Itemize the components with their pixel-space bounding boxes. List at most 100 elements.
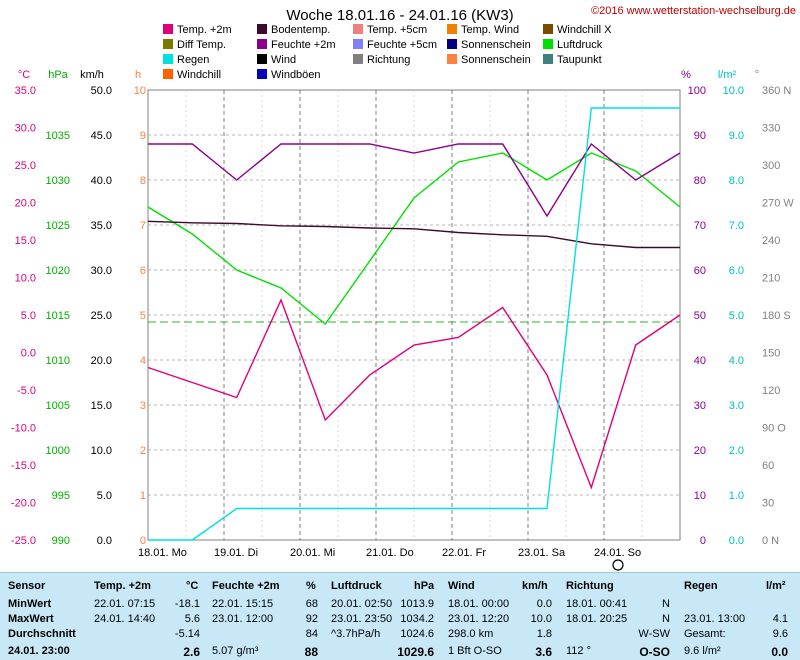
summary-max-dir-time: 18.01. 20:25 (566, 613, 628, 625)
summary-now-label: 24.01. 23:00 (8, 645, 70, 657)
axis-tick-label: 2 (140, 445, 146, 457)
legend-entry: Bodentemp. (271, 24, 330, 36)
axis-unit-label: ° (755, 69, 759, 81)
axis-tick-label: 7.0 (729, 220, 744, 232)
summary-table: Sensor Temp. +2m °C Feuchte +2m % Luftdr… (0, 572, 800, 660)
summary-avg-wind-time: 298.0 km (448, 628, 494, 640)
legend-swatch (543, 24, 553, 34)
summary-avg-press-val: 1024.6 (400, 628, 434, 640)
axis-tick-label: 1030 (46, 175, 70, 187)
series-line (147, 152, 681, 326)
header-humidity: Feuchte +2m (212, 580, 280, 592)
x-tick-label: 19.01. Di (214, 547, 258, 559)
series-line (147, 298, 681, 490)
legend-swatch (447, 39, 457, 49)
legend-entry: Temp. +5cm (367, 24, 427, 36)
axis-tick-label: 0 (140, 535, 146, 547)
summary-now-hum-time: 5.07 g/m³ (212, 645, 259, 657)
axis-tick-label: 8 (140, 175, 146, 187)
x-tick-label: 18.01. Mo (138, 547, 187, 559)
axis-tick-label: 25.0 (91, 310, 112, 322)
summary-min-press-val: 1013.9 (400, 598, 434, 610)
summary-min-dir-time: 18.01. 00:41 (566, 598, 628, 610)
axis-tick-label: 35.0 (15, 85, 36, 97)
summary-max-temp-time: 24.01. 14:40 (94, 613, 156, 625)
axis-tick-label: 180 S (762, 310, 791, 322)
legend-swatch (163, 24, 173, 34)
legend-swatch (257, 69, 267, 79)
x-tick-label: 23.01. Sa (518, 547, 566, 559)
axis-tick-label: 20 (694, 445, 706, 457)
axis-tick-label: 10.0 (723, 85, 744, 97)
legend-entry: Feuchte +5cm (367, 39, 437, 51)
legend-entry: Luftdruck (557, 39, 603, 51)
axis-tick-label: 0.0 (21, 348, 36, 360)
axis-tick-label: 1000 (46, 445, 70, 457)
axis-tick-label: 150 (762, 348, 780, 360)
axis-tick-label: 6 (140, 265, 146, 277)
summary-min-hum-val: 68 (305, 598, 318, 610)
axis-unit-label: °C (18, 69, 30, 81)
summary-max-rain-val: 4.1 (772, 613, 788, 625)
axis-tick-label: 360 N (762, 85, 791, 97)
summary-max-hum-val: 92 (305, 613, 318, 625)
axis-tick-label: 995 (52, 490, 70, 502)
legend-entry: Temp. +2m (177, 24, 232, 36)
chart-legend: Temp. +2m Bodentemp. Temp. +5cm Temp. Wind W… (163, 24, 612, 81)
chart-title: Woche 18.01.16 - 24.01.16 (KW3) (286, 7, 513, 24)
axis-tick-label: 1015 (46, 310, 70, 322)
header-sensor: Sensor (8, 580, 46, 592)
legend-entry: Sonnenschein (461, 39, 531, 51)
summary-min-wind-val: 0.0 (536, 598, 552, 610)
axis-unit-label: km/h (80, 69, 104, 81)
summary-avg-wind-val: 1.8 (536, 628, 552, 640)
header-wind: Wind (448, 580, 475, 592)
summary-avg-label: Durchschnitt (8, 628, 76, 640)
header-direction: Richtung (566, 580, 614, 592)
x-tick-label: 22.01. Fr (442, 547, 486, 559)
axis-tick-label: 330 (762, 123, 780, 135)
summary-min-press-time: 20.01. 02:50 (331, 598, 393, 610)
summary-min-temp-time: 22.01. 07:15 (94, 598, 156, 610)
axis-unit-labels: °C hPa km/h h% l/m² ° (18, 69, 759, 81)
axis-tick-label: 0 N (762, 535, 779, 547)
summary-now-rain-val: 0.0 (771, 645, 788, 659)
legend-entry: Windchill X (557, 24, 612, 36)
legend-swatch (257, 54, 267, 64)
axis-tick-label: 25.0 (15, 160, 36, 172)
axis-tick-label: 4.0 (729, 355, 744, 367)
summary-max-wind-val: 10.0 (530, 613, 552, 625)
header-pressure: Luftdruck (331, 580, 382, 592)
header-pressure-unit: hPa (414, 580, 435, 592)
axis-tick-label: 1.0 (729, 490, 744, 502)
axis-tick-label: -10.0 (11, 423, 36, 435)
summary-now-dir-val: O-SO (639, 645, 670, 659)
axis-tick-label: -5.0 (17, 385, 36, 397)
axis-tick-label: 240 (762, 235, 780, 247)
legend-swatch (353, 54, 363, 64)
summary-now-rain-time: 9.6 l/m² (684, 645, 721, 657)
summary-now-hum-val: 88 (304, 645, 318, 659)
series-line (148, 107, 680, 541)
axis-tick-labels: 35.030.025.020.015.010.05.00.0-5.0-10.0-… (11, 85, 794, 547)
copyright-text: ©2016 www.wetterstation-wechselburg.de (591, 5, 796, 17)
summary-now-wind-time: 1 Bft O-SO (448, 645, 502, 657)
axis-tick-label: 10.0 (91, 445, 112, 457)
axis-tick-label: 5.0 (729, 310, 744, 322)
axis-tick-label: 80 (694, 175, 706, 187)
axis-tick-label: 30 (762, 498, 774, 510)
x-tick-label: 20.01. Mi (290, 547, 335, 559)
chart-series (147, 107, 681, 541)
summary-avg-press-time: ^3.7hPa/h (331, 628, 381, 640)
axis-tick-label: 10.0 (15, 273, 36, 285)
axis-tick-label: 1035 (46, 130, 70, 142)
legend-entry: Windchill (177, 69, 221, 81)
axis-tick-label: 0.0 (729, 535, 744, 547)
axis-tick-label: 1020 (46, 265, 70, 277)
legend-entry: Taupunkt (557, 54, 602, 66)
summary-max-rain-time: 23.01. 13:00 (684, 613, 746, 625)
legend-swatch (163, 39, 173, 49)
axis-tick-label: 50.0 (91, 85, 112, 97)
axis-tick-label: 30.0 (15, 123, 36, 135)
summary-max-dir-val: N (662, 613, 670, 625)
